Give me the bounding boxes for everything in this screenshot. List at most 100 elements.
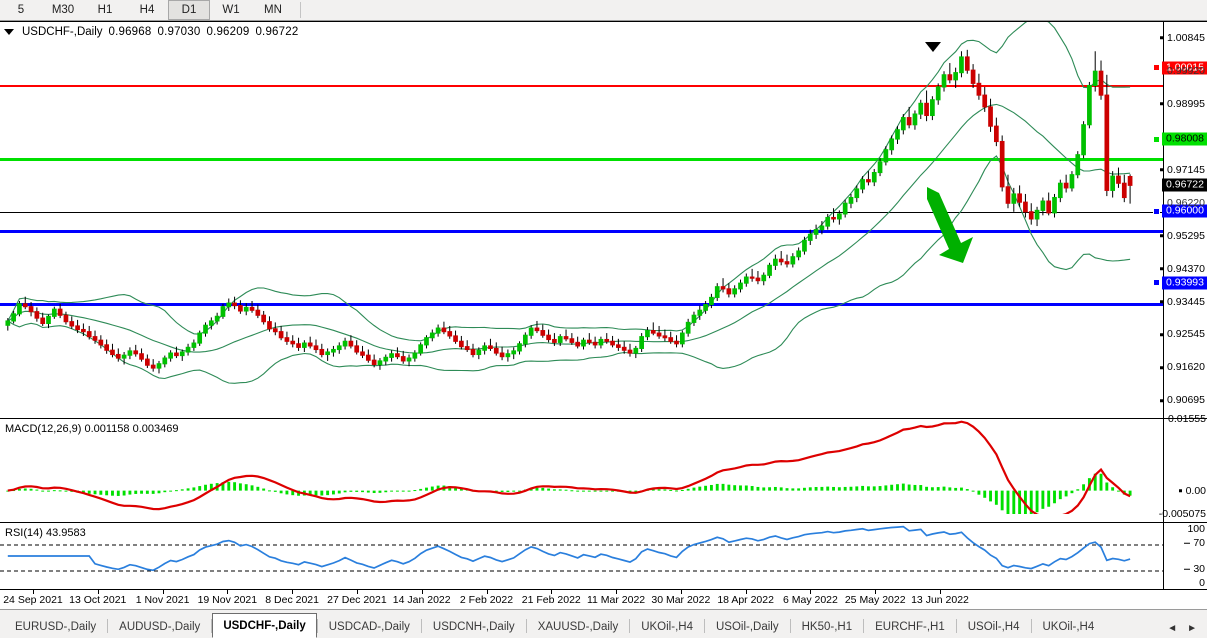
scroll-left-icon[interactable]: ◄ (1167, 623, 1178, 634)
date-label: 1 Nov 2021 (135, 594, 190, 606)
macd-panel-divider (0, 418, 1163, 419)
tick-mark (1178, 489, 1182, 493)
chart-tab-hk50h1[interactable]: HK50-,H1 (801, 620, 853, 633)
date-label: 2 Feb 2022 (459, 594, 514, 606)
price-plot-area[interactable]: USDCHF-,Daily 0.96968 0.97030 0.96209 0.… (0, 22, 1163, 589)
support-line-096000[interactable] (0, 230, 1163, 233)
chart-tab-bar: EURUSD-,Daily AUDUSD-,Daily USDCHF-,Daily U… (0, 609, 1207, 638)
date-tick-mark (745, 590, 747, 594)
bearish-arrow-annotation[interactable] (915, 185, 995, 275)
price-axis[interactable]: 1.00845 0.98995 0.97145 0.95295 0.94370 0.934… (1153, 22, 1207, 589)
tick-mark (1160, 36, 1164, 40)
tab-separator (420, 618, 422, 633)
rsi-tick-100: 100 (1187, 522, 1205, 535)
timeframe-h4[interactable]: H4 (139, 4, 155, 16)
timeframe-h1[interactable]: H1 (97, 4, 113, 16)
date-tick-mark (97, 590, 99, 594)
date-tick-mark (227, 590, 229, 594)
price-label-096722[interactable]: 0.96722 (1162, 178, 1207, 192)
symbol-header: USDCHF-,Daily 0.96968 0.97030 0.96209 0.… (4, 26, 298, 38)
date-axis[interactable]: 24 Sep 2021 13 Oct 2021 1 Nov 2021 19 Nov 2… (0, 589, 1207, 610)
date-tick-mark (810, 590, 812, 594)
rsi-tick-0: 0 (1199, 576, 1205, 589)
price-tick-095295: 0.95295 (1160, 231, 1205, 242)
triangle-down-icon (925, 42, 941, 52)
date-tick-mark (486, 590, 488, 594)
price-tick-090695: 0.90695 (1160, 395, 1205, 406)
date-label: 24 Sep 2021 (3, 594, 63, 606)
rsi-panel-divider (0, 522, 1163, 523)
level-line-098008[interactable] (0, 158, 1163, 161)
tab-separator (525, 618, 527, 633)
date-label: 25 May 2022 (844, 594, 906, 606)
level-handle-icon[interactable] (1153, 279, 1161, 287)
date-tick-mark (680, 590, 682, 594)
chart-tab-xauusddaily[interactable]: XAUUSD-,Daily (537, 620, 619, 633)
rsi-indicator (0, 525, 1163, 572)
price-tick-093445: 0.93445 (1160, 297, 1205, 308)
timeframe-w1[interactable]: W1 (222, 4, 240, 16)
chart-tab-usoildaily[interactable]: USOil-,Daily (715, 620, 779, 633)
timeframe-5[interactable]: 5 (17, 4, 25, 16)
support-line-093993[interactable] (0, 303, 1163, 306)
tick-mark (1160, 300, 1164, 304)
date-label: 27 Dec 2021 (327, 594, 387, 606)
current-price-line[interactable] (0, 212, 1163, 213)
chart-tab-ukoilh4[interactable]: UKOil-,H4 (641, 620, 693, 633)
price-tick-100845: 1.00845 (1160, 33, 1205, 44)
date-label: 11 Mar 2022 (586, 594, 646, 606)
date-tick-mark (292, 590, 294, 594)
date-label: 21 Feb 2022 (521, 594, 581, 606)
date-tick-mark (162, 590, 164, 594)
price-label-098008[interactable]: 0.98008 (1153, 132, 1207, 146)
macd-tick: 0.00 (1178, 485, 1206, 496)
price-label-093993[interactable]: 0.93993 (1153, 276, 1207, 290)
chart-tab-audusddaily[interactable]: AUDUSD-,Daily (119, 620, 201, 633)
date-label: 13 Jun 2022 (911, 594, 969, 606)
axis-macd-divider (1164, 418, 1207, 419)
date-label: 14 Jan 2022 (392, 594, 451, 606)
price-tick-obscured: 0.99920 (1167, 65, 1205, 78)
axis-rsi-divider (1164, 522, 1207, 523)
chart-tab-eurusddaily[interactable]: EURUSD-,Daily (15, 620, 97, 633)
price-label-100015[interactable]: 1.00015 (1153, 61, 1207, 75)
resistance-line-100015[interactable] (0, 85, 1163, 87)
scroll-right-icon[interactable]: ► (1187, 623, 1197, 634)
timeframe-mn[interactable]: MN (264, 4, 282, 16)
timeframe-toolbar: 5 M30 H1 H4 D1 W1 MN (0, 0, 1207, 21)
price-tick-091620: 0.91620 (1160, 362, 1205, 373)
chart-tab-usdcnhdaily[interactable]: USDCNH-,Daily (432, 620, 515, 633)
tick-mark (1160, 267, 1164, 271)
tick-mark (1160, 365, 1164, 369)
chart-frame: USDCHF-,Daily 0.96968 0.97030 0.96209 0.… (0, 21, 1207, 610)
timeframe-m30[interactable]: M30 (51, 4, 75, 16)
chart-tab-usoilh4[interactable]: USOil-,H4 (967, 620, 1020, 633)
price-tick-obscured: 0.96220 (1167, 197, 1205, 210)
price-tick-097145: 0.97145 (1160, 165, 1205, 176)
chart-tab-usdchfdaily[interactable]: USDCHF-,Daily (212, 613, 317, 638)
date-label: 18 Apr 2022 (717, 594, 774, 606)
timeframe-d1[interactable]: D1 (168, 0, 210, 20)
price-tick-092545: 0.92545 (1160, 329, 1205, 340)
price-label-096000[interactable]: 0.96000 (1153, 204, 1207, 218)
date-tick-mark (551, 590, 553, 594)
chevron-down-icon[interactable] (4, 29, 14, 35)
tab-separator (863, 618, 865, 633)
price-tick-098995: 0.98995 (1160, 99, 1205, 110)
chart-tab-ukoilh4[interactable]: UKOil-,H4 (1042, 620, 1095, 633)
level-handle-icon[interactable] (1153, 207, 1161, 215)
level-handle-icon[interactable] (1153, 135, 1161, 143)
macd-tick: 0.01555 (1168, 412, 1206, 425)
date-tick-mark (940, 590, 941, 594)
date-label: 6 May 2022 (782, 594, 838, 606)
ohlc-close: 0.96722 (255, 26, 299, 38)
tab-separator (789, 618, 791, 633)
chart-tab-eurchfh1[interactable]: EURCHF-,H1 (875, 620, 945, 633)
tick-mark (1160, 398, 1164, 402)
level-handle-icon[interactable] (1153, 64, 1161, 72)
date-tick-mark (421, 590, 423, 594)
chart-tab-usdcaddaily[interactable]: USDCAD-,Daily (328, 620, 410, 633)
date-label: 19 Nov 2021 (197, 594, 258, 606)
ohlc-low: 0.96209 (206, 26, 250, 38)
